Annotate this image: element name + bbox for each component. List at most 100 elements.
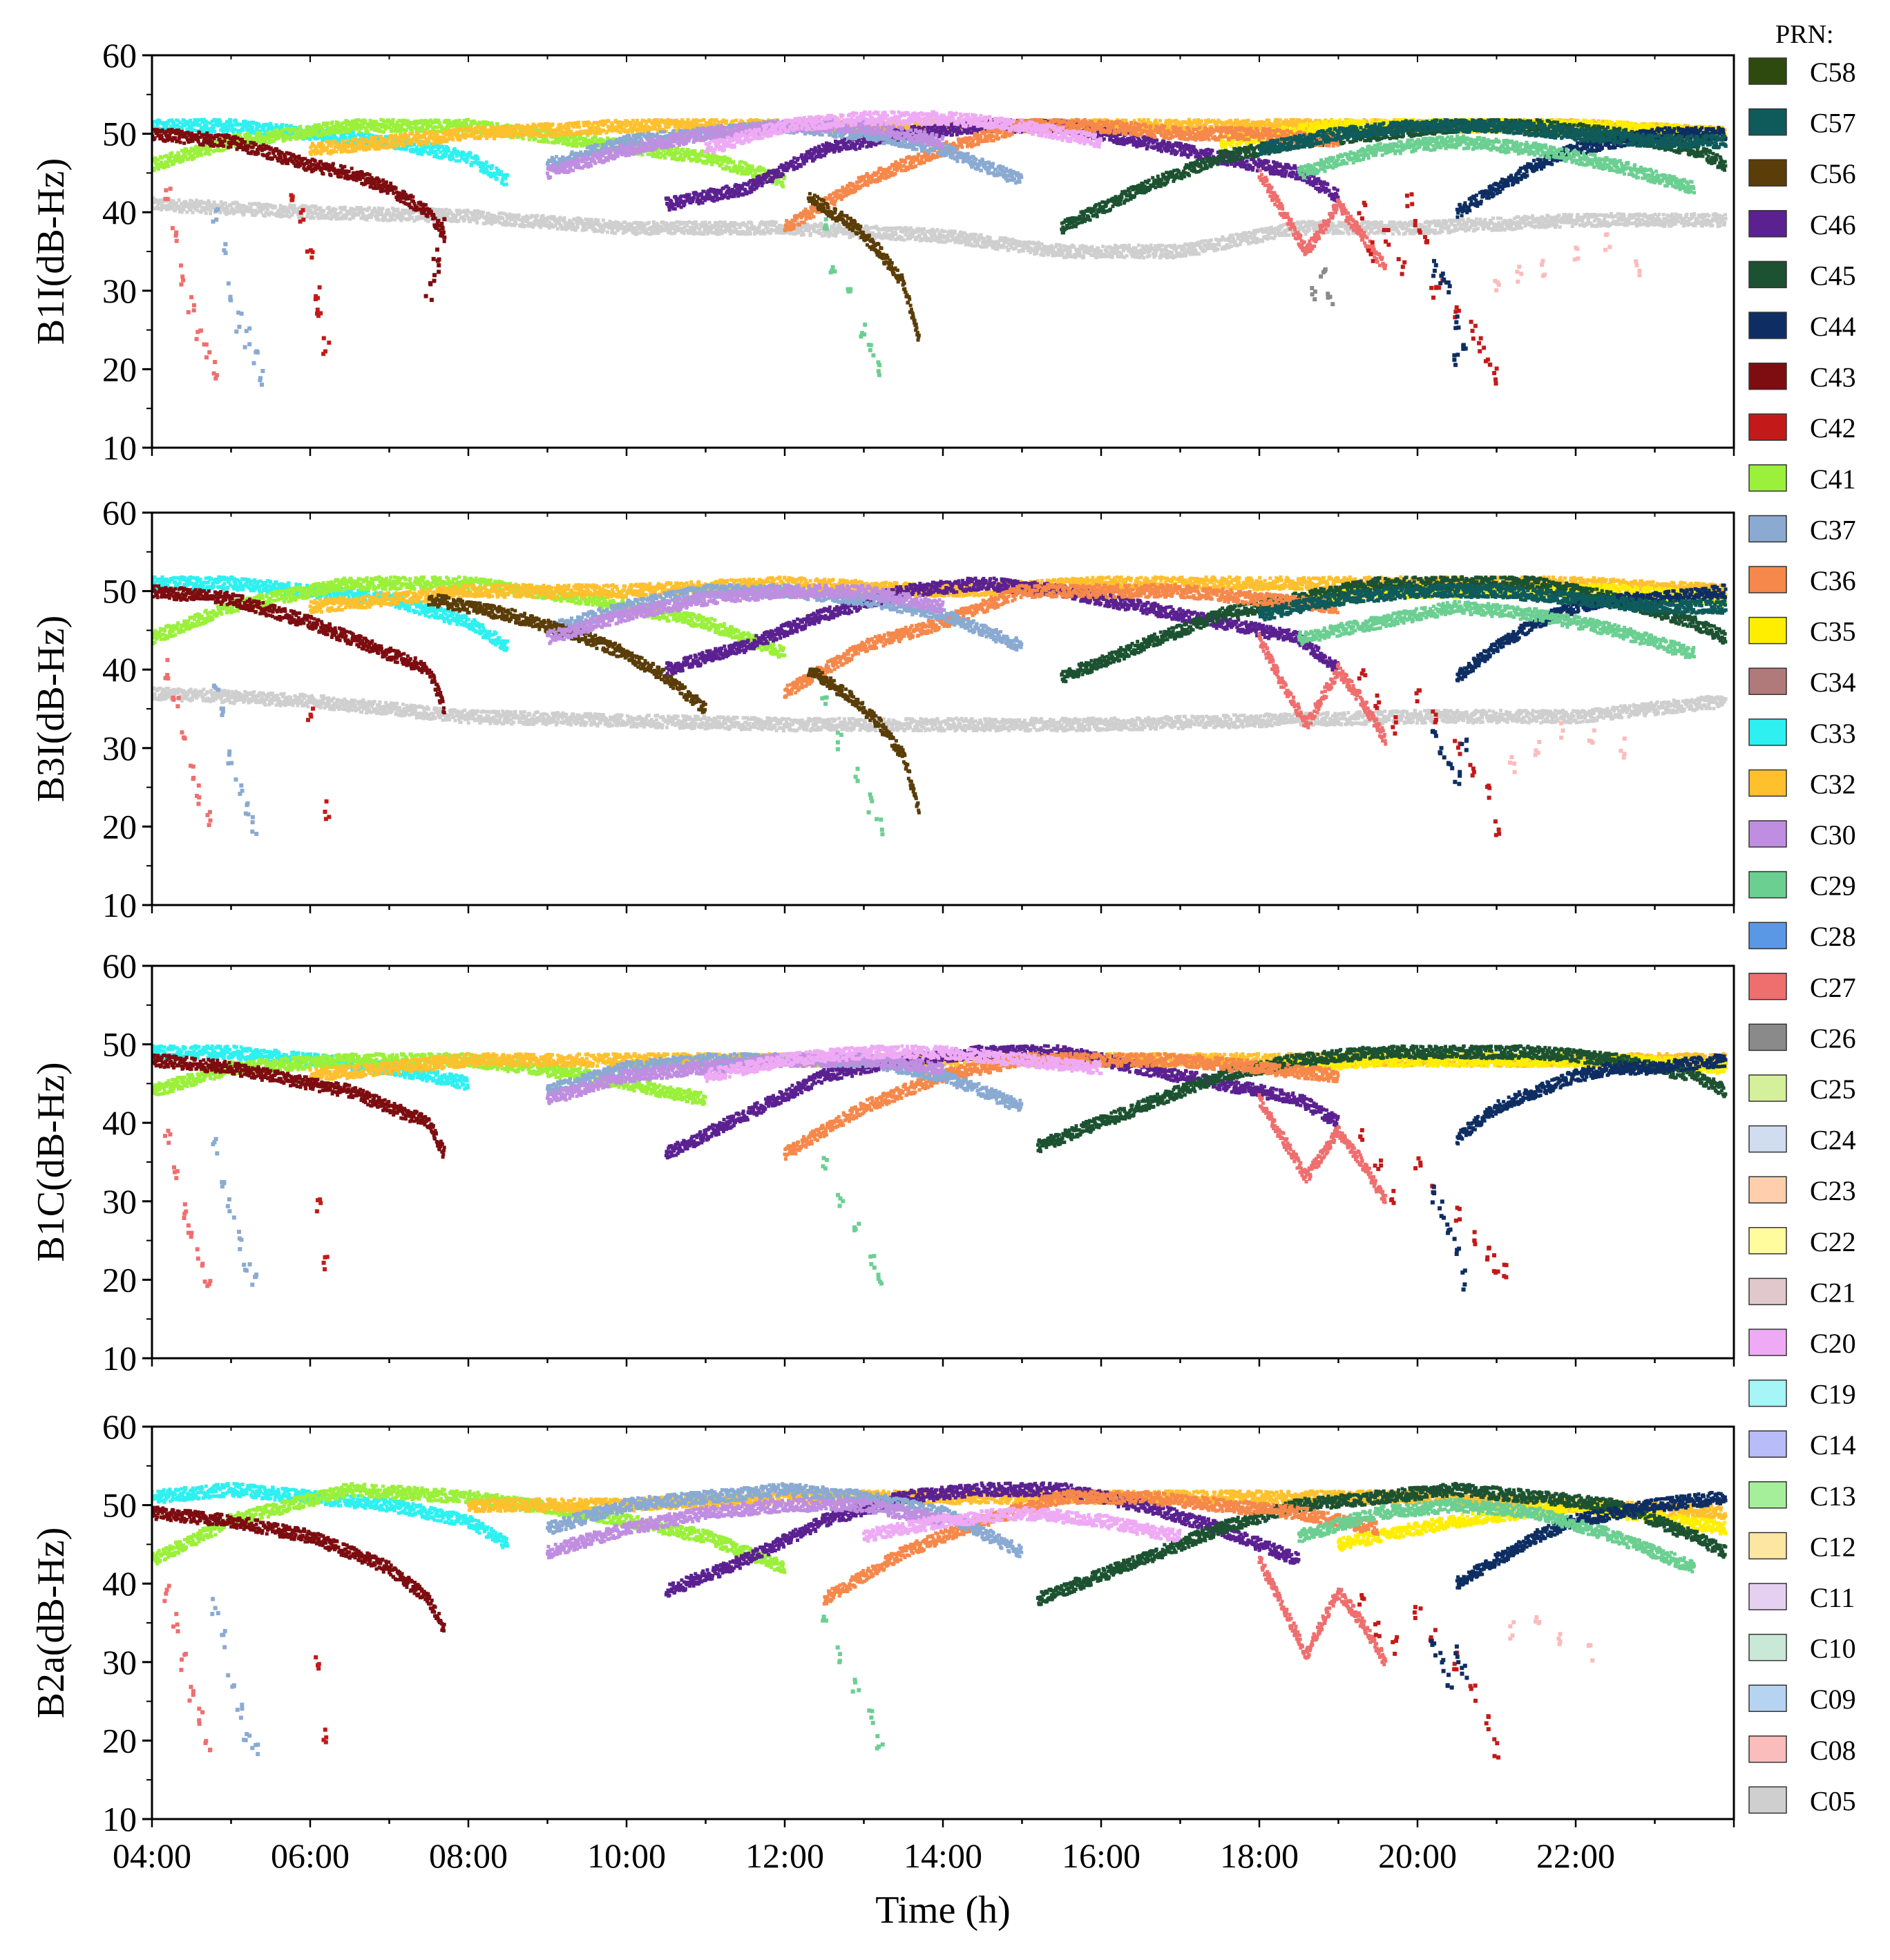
data-point — [331, 121, 334, 124]
data-point — [1239, 242, 1242, 246]
data-point — [1082, 254, 1085, 258]
data-point — [1441, 229, 1444, 233]
data-point — [1342, 231, 1345, 235]
data-point — [322, 209, 325, 212]
data-point — [1499, 217, 1502, 220]
data-point — [556, 227, 560, 231]
data-point — [156, 123, 160, 126]
data-point — [1035, 251, 1038, 255]
data-point — [405, 147, 408, 151]
data-point — [1441, 226, 1444, 229]
data-point — [1388, 220, 1392, 224]
data-point — [895, 226, 899, 229]
data-point — [455, 159, 458, 162]
data-point — [213, 130, 216, 133]
data-point — [421, 123, 425, 126]
data-point — [309, 135, 313, 138]
data-point — [1391, 232, 1395, 236]
data-point — [410, 216, 414, 219]
data-point — [1148, 254, 1152, 258]
data-point — [1581, 220, 1584, 223]
data-point — [477, 157, 480, 160]
data-point — [197, 118, 200, 122]
data-point — [170, 151, 173, 155]
data-point — [213, 200, 216, 204]
data-point — [703, 232, 706, 236]
data-point — [1101, 245, 1105, 248]
data-point — [399, 212, 403, 216]
data-point — [895, 232, 898, 236]
data-point — [248, 121, 251, 124]
data-point — [401, 147, 404, 151]
data-point — [366, 131, 370, 134]
data-point — [435, 126, 439, 129]
data-point — [520, 219, 524, 222]
data-point — [495, 177, 499, 180]
data-point — [1636, 218, 1640, 221]
data-point — [263, 214, 267, 218]
data-point — [238, 133, 242, 137]
panel-b1i-marks — [151, 110, 1728, 386]
data-point — [1610, 212, 1613, 216]
data-point — [1558, 213, 1561, 217]
data-point — [1476, 227, 1480, 230]
data-point — [1210, 238, 1213, 242]
data-point — [274, 205, 277, 209]
data-point — [1185, 252, 1188, 256]
data-point — [749, 232, 752, 236]
data-point — [1230, 245, 1233, 248]
data-point — [226, 208, 229, 211]
data-point — [348, 218, 352, 221]
data-point — [392, 118, 395, 122]
data-point — [602, 218, 605, 222]
data-point — [191, 211, 195, 214]
data-point — [597, 229, 600, 233]
data-point — [1140, 245, 1144, 248]
data-point — [293, 204, 296, 207]
data-point — [1239, 240, 1243, 243]
data-point — [505, 182, 508, 186]
data-point — [1127, 244, 1131, 247]
data-point — [204, 211, 208, 215]
data-point — [953, 230, 957, 234]
data-point — [548, 226, 551, 229]
data-point — [685, 224, 689, 227]
data-point — [329, 133, 332, 136]
data-point — [766, 227, 770, 231]
data-point — [768, 223, 772, 227]
data-point — [1173, 244, 1176, 247]
data-point — [249, 134, 252, 137]
data-point — [1330, 225, 1334, 229]
data-point — [1587, 218, 1590, 222]
data-point — [368, 207, 371, 210]
data-point — [802, 233, 805, 236]
data-point — [494, 172, 497, 175]
data-point — [280, 123, 284, 126]
data-point — [251, 126, 254, 129]
data-point — [944, 229, 947, 233]
data-point — [1069, 249, 1072, 253]
data-point — [437, 208, 440, 211]
data-point — [1142, 256, 1145, 260]
data-point — [208, 153, 211, 156]
data-point — [1120, 252, 1123, 256]
data-point — [501, 217, 504, 220]
data-point — [463, 218, 466, 221]
data-point — [382, 131, 385, 134]
data-point — [1078, 251, 1082, 254]
data-point — [224, 202, 227, 205]
data-point — [948, 239, 952, 242]
data-point — [167, 164, 171, 168]
data-point — [936, 228, 939, 231]
data-point — [451, 158, 455, 161]
data-point — [1375, 222, 1378, 225]
data-point — [345, 216, 348, 220]
data-point — [832, 222, 836, 226]
data-point — [1723, 221, 1726, 225]
data-point — [200, 153, 203, 157]
data-point — [1576, 213, 1580, 217]
data-point — [363, 120, 367, 123]
data-point — [350, 207, 354, 211]
data-point — [209, 148, 212, 151]
